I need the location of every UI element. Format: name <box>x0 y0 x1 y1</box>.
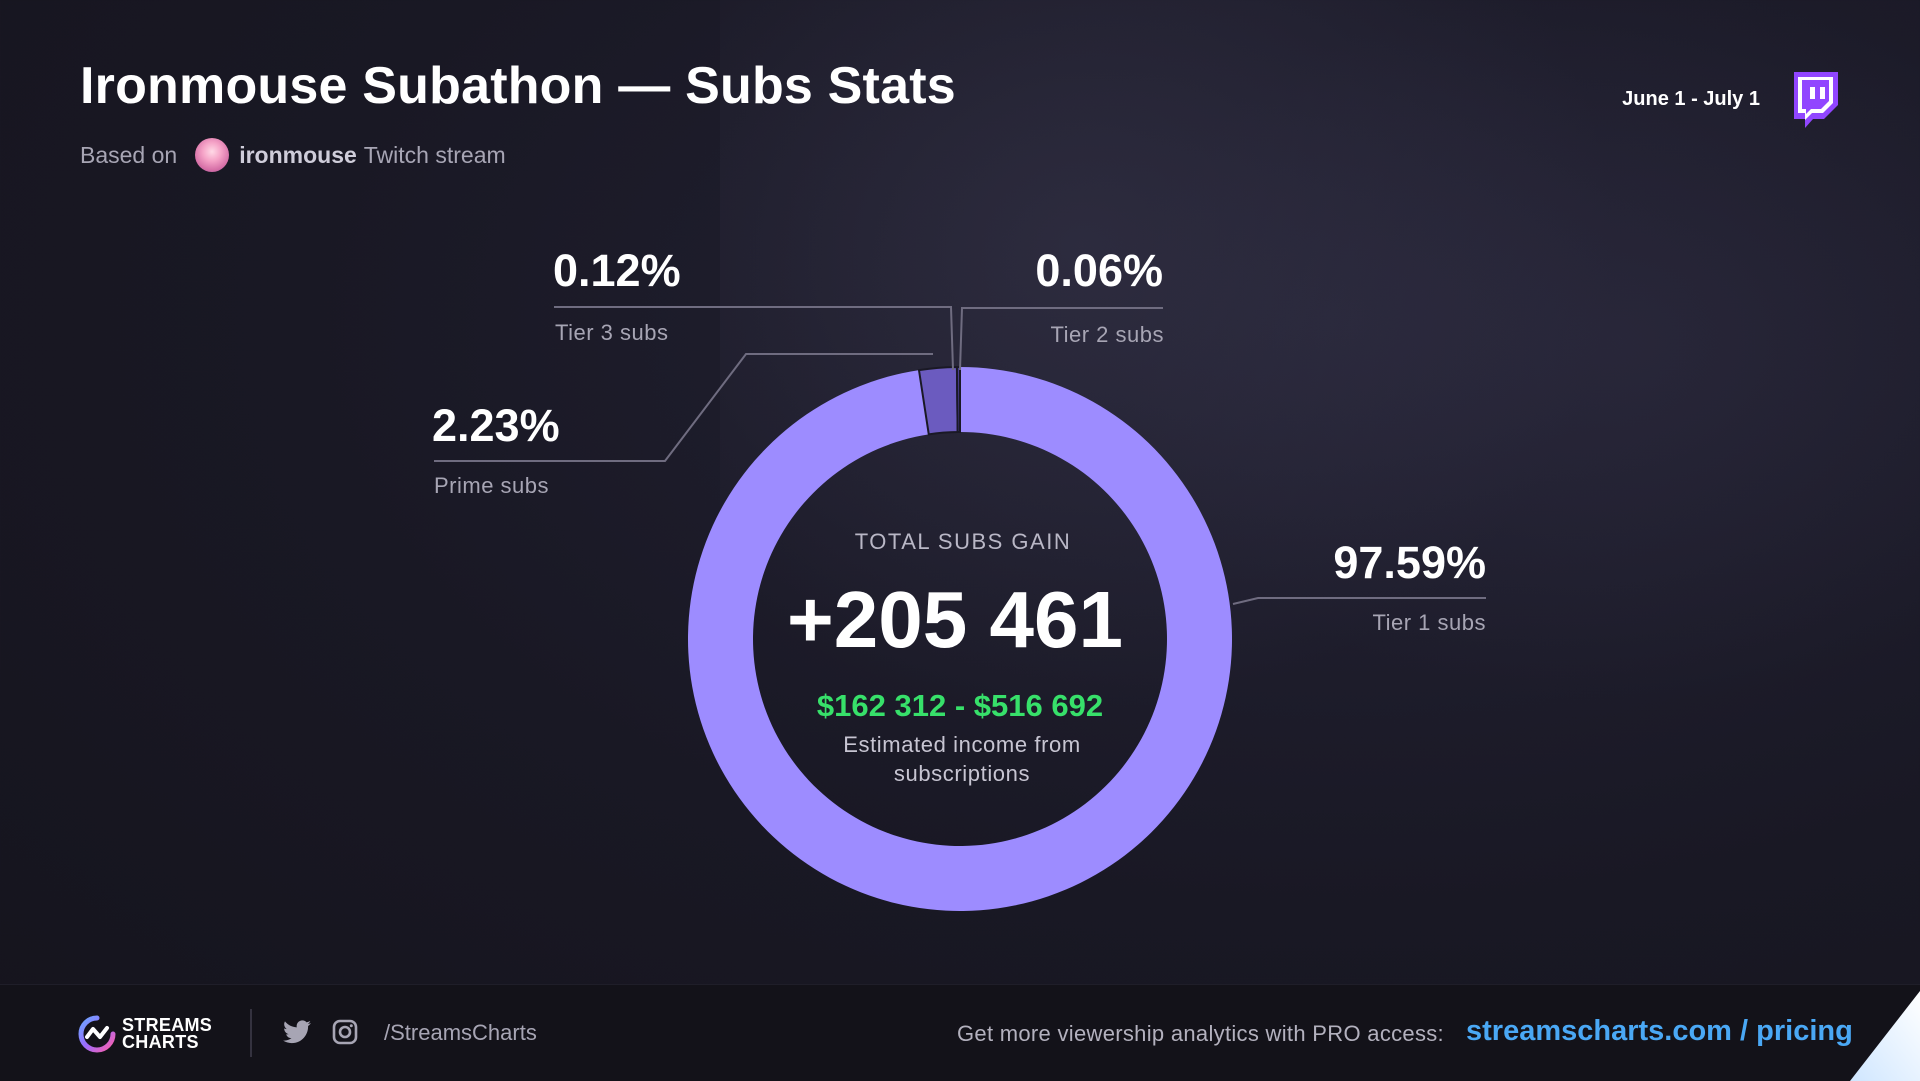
prime-label: Prime subs <box>434 473 549 498</box>
tier2-percent: 0.06% <box>1035 245 1163 296</box>
brand-line1: STREAMS <box>122 1015 213 1035</box>
tier3-percent: 0.12% <box>553 245 681 296</box>
tier1-percent: 97.59% <box>1333 537 1486 588</box>
streamscharts-brand[interactable]: STREAMS CHARTS <box>78 1015 212 1053</box>
pricing-link[interactable]: streamscharts.com / pricing <box>1466 1015 1853 1047</box>
subtitle-prefix: Based on <box>80 141 178 168</box>
date-range: June 1 - July 1 <box>1622 88 1760 110</box>
brand-line2: CHARTS <box>122 1032 199 1052</box>
income-note-line2: subscriptions <box>894 761 1030 786</box>
total-subs-value: +205 461 <box>787 575 1123 664</box>
callout-line-prime <box>434 353 933 462</box>
total-subs-caption: TOTAL SUBS GAIN <box>855 529 1071 554</box>
instagram-icon[interactable] <box>332 1019 358 1045</box>
tier1-label: Tier 1 subs <box>1372 610 1486 635</box>
prime-percent: 2.23% <box>432 400 560 451</box>
subtitle-suffix: Twitch stream <box>363 141 506 168</box>
subtitle: Based on ironmouse Twitch stream <box>80 138 506 172</box>
tier2-label: Tier 2 subs <box>1050 322 1164 347</box>
brand-name: STREAMS CHARTS <box>122 1015 213 1052</box>
page-title: Ironmouse Subathon — Subs Stats <box>80 57 956 115</box>
callout-line-tier3 <box>554 306 954 371</box>
subs-donut-chart: 0.12% Tier 3 subs 0.06% Tier 2 subs 2.23… <box>432 245 1486 912</box>
callout-line-tier2 <box>959 307 1163 371</box>
estimated-income-range: $162 312 - $516 692 <box>817 688 1103 723</box>
callout-lines <box>434 306 1486 605</box>
callout-line-tier1 <box>1232 597 1486 605</box>
tier3-label: Tier 3 subs <box>555 320 669 345</box>
income-note-line1: Estimated income from <box>843 732 1081 757</box>
twitter-icon[interactable] <box>283 1020 311 1044</box>
social-handle[interactable]: /StreamsCharts <box>384 1020 537 1045</box>
twitch-icon <box>1794 72 1838 128</box>
streamer-name: ironmouse <box>239 141 357 168</box>
donut-slices <box>687 365 1232 912</box>
footer-divider <box>250 1009 252 1057</box>
corner-decoration <box>1850 991 1920 1081</box>
promo-text: Get more viewership analytics with PRO a… <box>957 1021 1444 1046</box>
streamscharts-logo-icon <box>78 1015 116 1053</box>
streamer-avatar <box>195 138 230 172</box>
footer: STREAMS CHARTS /StreamsCharts Get more v… <box>0 984 1920 1081</box>
